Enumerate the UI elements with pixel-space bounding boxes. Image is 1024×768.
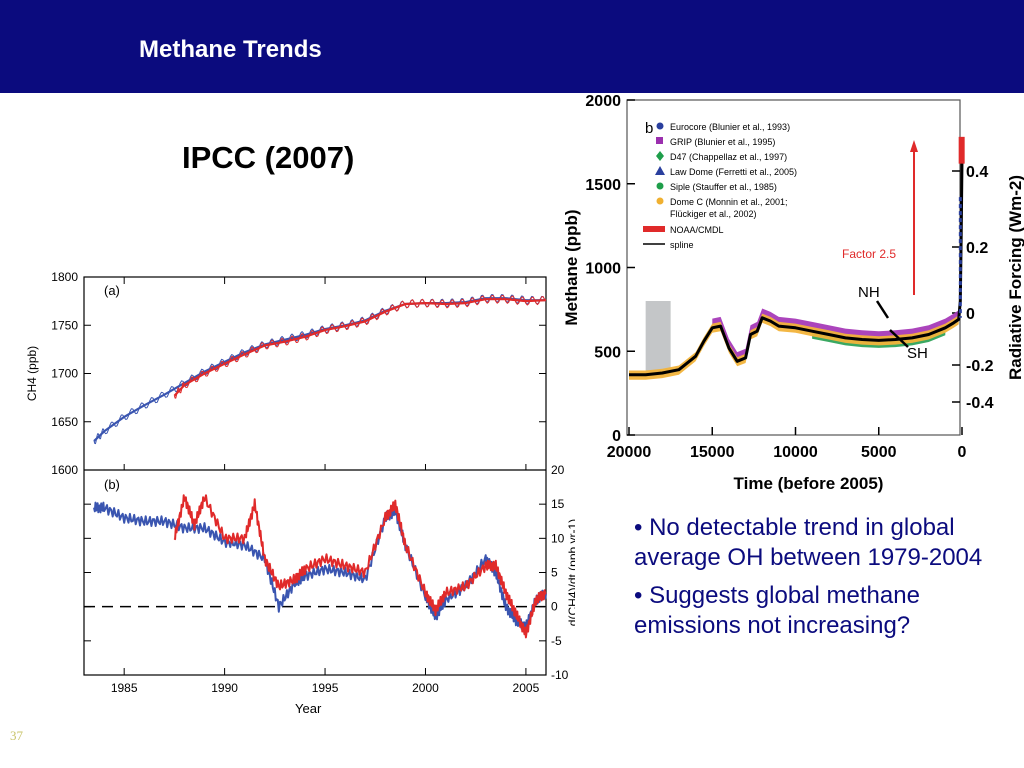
legend-label: NOAA/CMDL: [670, 225, 724, 235]
y2-tick-label: 0.4: [966, 164, 988, 181]
legend-marker: [656, 122, 664, 130]
y2-tick-label: -0.4: [966, 395, 994, 412]
y-tick-label: 1500: [585, 177, 621, 194]
legend-item: GRIP (Blunier et al., 1995): [656, 137, 775, 147]
y-tick-label: 1800: [51, 270, 78, 284]
chart-ch4-growth: 1600 1650 1700 1750 1800 (a) CH4 (ppb) 20 15 10 5 0…: [25, 270, 575, 716]
y2-tick-label: -10: [551, 668, 569, 682]
legend-item: NOAA/CMDL: [643, 225, 724, 235]
plot-frame: [83, 276, 547, 676]
annotation-sh-pointer: [889, 329, 909, 348]
series-trend-line: [93, 297, 546, 442]
annotation-nh-pointer: [875, 300, 890, 319]
y2-tick-label: -0.2: [966, 358, 994, 375]
legend-label: Flückiger et al., 2002): [670, 209, 757, 219]
y2-tick-label: 15: [551, 497, 565, 511]
y-tick-label: 1650: [51, 415, 78, 429]
bullet-item: • No detectable trend in global average …: [634, 514, 983, 571]
bullet-item: • Suggests global methane emissions not …: [634, 582, 920, 639]
legend-item: Law Dome (Ferretti et al., 2005): [655, 166, 797, 177]
header-bar: Methane Trends: [0, 0, 1024, 93]
y2-tick-label: 20: [551, 463, 565, 477]
y-tick-label: 500: [594, 344, 621, 361]
y2-tick-label: 0: [551, 600, 558, 614]
x-axis-label: Time (before 2005): [734, 474, 884, 493]
y-tick-label: 1600: [51, 463, 78, 477]
slide-number: 37: [10, 728, 23, 743]
panel-label: (a): [104, 283, 120, 298]
x-tick-label: 0: [958, 444, 967, 461]
legend-item: D47 (Chappellaz et al., 1997): [656, 151, 787, 162]
plot-frame: [626, 99, 961, 436]
panel-label: b: [645, 120, 653, 137]
y2-tick-label: 10: [551, 531, 565, 545]
legend-label: Dome C (Monnin et al., 2001;: [670, 197, 788, 207]
factor-arrow-head: [910, 140, 918, 152]
x-tick-label: 10000: [773, 444, 818, 461]
annotation-factor: Factor 2.5: [842, 247, 896, 261]
y2-tick-label: 0: [966, 306, 975, 323]
annotation-sh: SH: [907, 345, 928, 362]
highlight-band: [645, 301, 671, 377]
x-tick-label: 2005: [513, 681, 540, 695]
panel-label: (b): [104, 477, 120, 492]
spline-line: [629, 158, 964, 377]
y-tick-label: 1750: [51, 318, 78, 332]
slide-subtitle: IPCC (2007): [182, 140, 355, 175]
legend-marker: [656, 151, 664, 161]
x-tick-label: 5000: [861, 444, 897, 461]
series-seasonal-line: [93, 294, 547, 445]
y-tick-label: 2000: [585, 93, 621, 110]
y2-axis-label: Radiative Forcing (Wm-2): [1006, 175, 1024, 380]
series-growth-rate-line: [93, 501, 547, 632]
legend-label: D47 (Chappellaz et al., 1997): [670, 152, 787, 162]
legend-marker: [656, 182, 664, 190]
legend-marker: [656, 137, 663, 144]
x-tick-label: 1985: [111, 681, 138, 695]
legend-item: Siple (Stauffer et al., 1985): [656, 182, 777, 192]
y-axis-label: CH4 (ppb): [25, 346, 39, 401]
series-seasonal-line: [173, 294, 547, 399]
legend-label: Siple (Stauffer et al., 1985): [670, 182, 777, 192]
legend-label: GRIP (Blunier et al., 1995): [670, 137, 775, 147]
page-title: Methane Trends: [139, 36, 322, 63]
chart-methane-history: 0 500 1000 1500 2000 Methane (ppb) 0.4 0.2 0 -0.2…: [562, 93, 1024, 493]
series-trend-line: [173, 298, 547, 397]
annotation-nh: NH: [858, 284, 880, 301]
x-tick-label: 1995: [312, 681, 339, 695]
y-tick-label: 0: [612, 428, 621, 445]
legend-item: spline: [643, 240, 694, 250]
series-growth-rate-line: [173, 494, 547, 639]
legend-item: Eurocore (Blunier et al., 1993): [656, 122, 790, 132]
legend-marker: [655, 166, 665, 175]
y2-tick-label: -5: [551, 634, 562, 648]
legend-label: Law Dome (Ferretti et al., 2005): [670, 167, 797, 177]
x-axis-label: Year: [295, 701, 322, 716]
legend-label: Eurocore (Blunier et al., 1993): [670, 122, 790, 132]
y-tick-label: 1700: [51, 367, 78, 381]
bullet-list: • No detectable trend in global average …: [634, 513, 1014, 649]
y2-axis-label: d(CH4)/dt (ppb yr-1): [566, 519, 575, 626]
x-tick-label: 20000: [607, 444, 652, 461]
legend-marker: [643, 226, 665, 232]
legend-marker: [656, 197, 664, 205]
x-tick-label: 1990: [211, 681, 238, 695]
legend-label: spline: [670, 240, 694, 250]
legend-item: Dome C (Monnin et al., 2001; Flückiger et…: [656, 197, 788, 219]
y2-tick-label: 5: [551, 566, 558, 580]
x-tick-label: 15000: [690, 444, 735, 461]
y-tick-label: 1000: [585, 261, 621, 278]
y2-tick-label: 0.2: [966, 240, 988, 257]
x-tick-label: 2000: [412, 681, 439, 695]
y-axis-label: Methane (ppb): [562, 209, 581, 325]
